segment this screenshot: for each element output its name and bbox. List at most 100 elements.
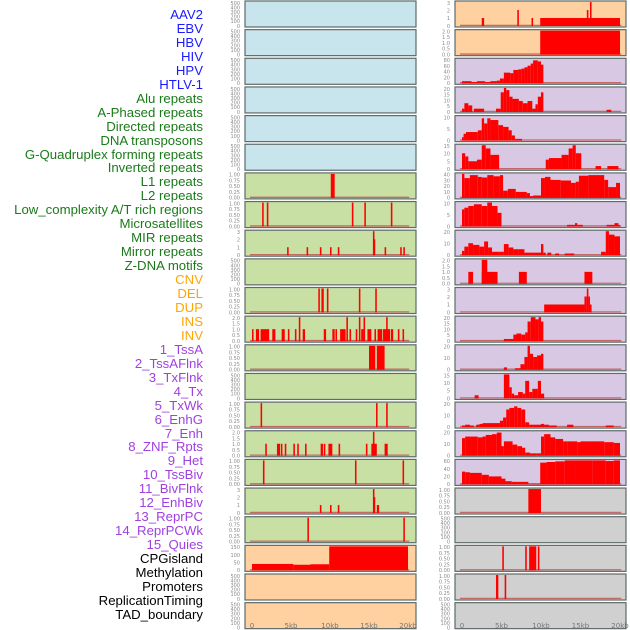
data-bar bbox=[374, 329, 377, 342]
track-label: Z-DNA motifs bbox=[124, 258, 203, 274]
data-bar bbox=[386, 403, 388, 428]
y-tick-label: 300 bbox=[230, 382, 240, 388]
data-bar bbox=[487, 175, 494, 198]
data-bar bbox=[544, 434, 551, 456]
data-bar bbox=[464, 246, 469, 256]
y-tick-label: 0.00 bbox=[229, 368, 240, 374]
y-tick-label: 10 bbox=[444, 152, 450, 158]
y-tick-label: 0 bbox=[447, 482, 450, 488]
y-tick-label: 5 bbox=[447, 213, 450, 219]
y-tick-label: 0 bbox=[447, 425, 450, 431]
data-bar bbox=[323, 329, 327, 342]
track-label: DNA transposons bbox=[100, 132, 203, 148]
data-bar bbox=[262, 460, 265, 485]
data-bar bbox=[358, 288, 361, 313]
data-bar bbox=[544, 304, 585, 313]
data-bar bbox=[330, 505, 332, 514]
data-bar bbox=[337, 505, 340, 514]
data-bar bbox=[503, 367, 508, 370]
data-bar bbox=[462, 471, 466, 485]
data-bar bbox=[567, 441, 578, 456]
y-tick-label: 1 bbox=[237, 503, 240, 509]
y-tick-label: 10 bbox=[444, 190, 450, 196]
y-tick-label: 400 bbox=[230, 91, 240, 97]
y-tick-label: 1 bbox=[447, 303, 450, 309]
data-bar bbox=[488, 476, 502, 485]
x-tick-label: 10kb bbox=[532, 622, 550, 630]
data-bar bbox=[330, 247, 332, 256]
data-bar bbox=[541, 178, 545, 198]
data-bar bbox=[481, 118, 485, 141]
y-tick-label: 300 bbox=[230, 96, 240, 102]
data-bar bbox=[340, 329, 346, 342]
y-tick-label: 30 bbox=[444, 178, 450, 184]
data-bar bbox=[524, 357, 528, 370]
left-track-panel bbox=[244, 29, 417, 57]
left-track-panel bbox=[244, 458, 417, 486]
data-bar bbox=[384, 443, 388, 456]
track-label: 4_Tx bbox=[173, 383, 203, 399]
y-tick-label: 60 bbox=[444, 459, 450, 465]
data-bar bbox=[517, 481, 529, 485]
y-tick-label: 1.0 bbox=[442, 270, 450, 276]
data-bar bbox=[526, 193, 530, 198]
right-track-panel bbox=[454, 544, 627, 572]
y-tick-label: 3 bbox=[237, 488, 240, 494]
y-tick-label: 400 bbox=[230, 120, 240, 126]
data-bar bbox=[604, 442, 614, 456]
data-bar bbox=[492, 251, 500, 256]
data-bar bbox=[504, 575, 507, 599]
data-bar bbox=[527, 345, 530, 370]
right-track-panel bbox=[454, 516, 627, 544]
data-bar bbox=[485, 434, 493, 456]
data-bar bbox=[520, 364, 525, 370]
data-bar bbox=[462, 108, 465, 112]
data-bar bbox=[479, 423, 483, 428]
data-bar bbox=[319, 247, 322, 256]
y-tick-label: 0.50 bbox=[229, 299, 240, 305]
y-tick-label: 0 bbox=[237, 625, 240, 630]
y-tick-label: 1.5 bbox=[232, 436, 240, 442]
data-bar bbox=[281, 329, 285, 342]
data-bar bbox=[310, 564, 330, 571]
data-bar bbox=[260, 403, 263, 428]
data-bar bbox=[517, 407, 522, 428]
data-bar bbox=[293, 443, 295, 456]
y-tick-label: 20 bbox=[444, 402, 450, 408]
y-tick-label: 1.0 bbox=[442, 41, 450, 47]
y-tick-label: 0.75 bbox=[439, 494, 450, 500]
y-tick-label: 2.0 bbox=[232, 316, 240, 322]
left-track-panel bbox=[244, 86, 417, 114]
y-tick-label: 300 bbox=[440, 526, 450, 532]
y-tick-label: 0 bbox=[447, 81, 450, 87]
y-tick-label: 0.25 bbox=[229, 190, 240, 196]
data-bar bbox=[287, 247, 289, 256]
data-bar bbox=[514, 395, 519, 399]
left-track-panel bbox=[244, 258, 417, 286]
x-tick-label: 15kb bbox=[572, 622, 590, 630]
data-bar bbox=[503, 417, 507, 428]
y-tick-label: 200 bbox=[230, 72, 240, 78]
data-bar bbox=[575, 181, 579, 198]
data-bar bbox=[481, 145, 486, 170]
y-tick-label: 0.50 bbox=[229, 528, 240, 534]
data-bar bbox=[477, 437, 483, 456]
data-bar bbox=[517, 10, 519, 26]
y-tick-label: 0.25 bbox=[229, 534, 240, 540]
data-bar bbox=[481, 271, 498, 284]
y-tick-label: 200 bbox=[230, 43, 240, 49]
data-bar bbox=[373, 497, 376, 514]
left-track-panel bbox=[244, 200, 417, 229]
data-bar bbox=[613, 442, 620, 456]
y-tick-label: 0.50 bbox=[229, 413, 240, 419]
data-bar bbox=[555, 253, 560, 256]
data-bar bbox=[572, 145, 576, 170]
left-track-panel bbox=[244, 114, 417, 143]
y-tick-label: 0.75 bbox=[229, 178, 240, 184]
y-tick-label: 400 bbox=[230, 578, 240, 584]
data-bar bbox=[529, 252, 534, 256]
right-track-panel bbox=[454, 258, 627, 286]
y-tick-label: 500 bbox=[230, 87, 240, 93]
data-bar bbox=[514, 138, 523, 141]
y-tick-label: 200 bbox=[230, 129, 240, 135]
